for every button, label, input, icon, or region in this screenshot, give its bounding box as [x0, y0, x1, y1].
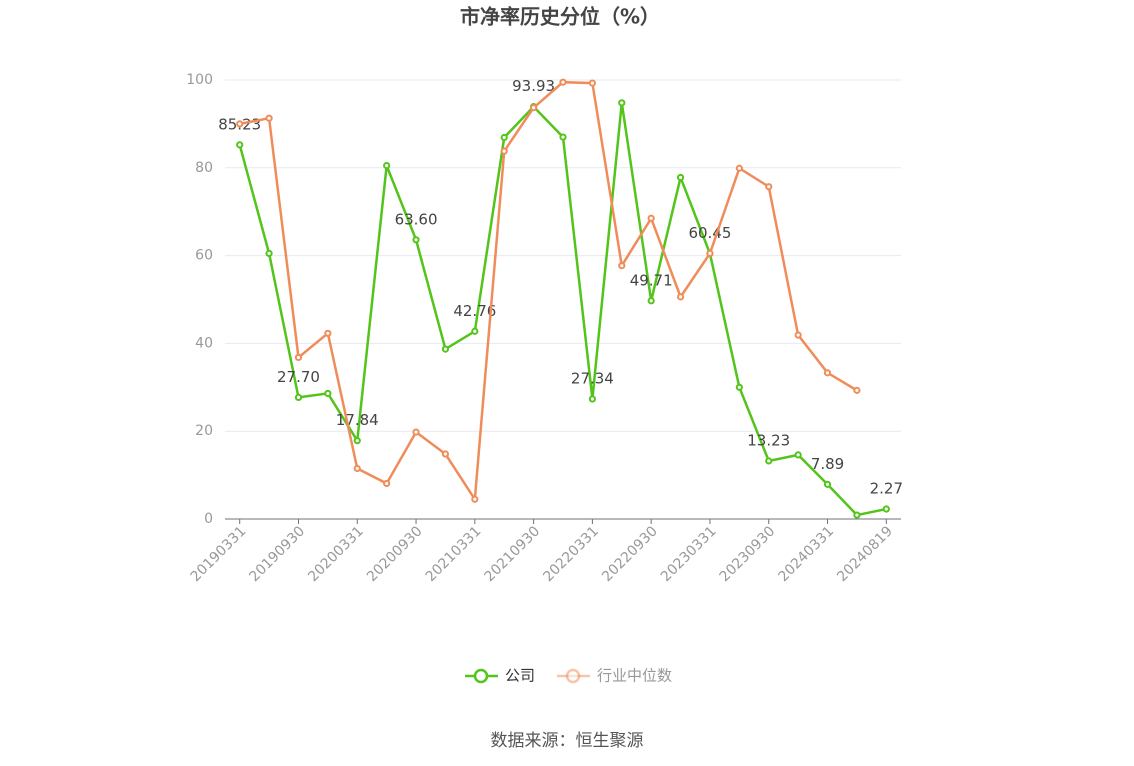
x-tick-label: 20230930: [717, 523, 779, 585]
point: [412, 428, 420, 436]
point: [794, 331, 802, 339]
point: [676, 293, 685, 301]
data-label: 42.76: [453, 302, 496, 320]
series-line: [238, 102, 887, 517]
y-tick-label: 60: [195, 248, 213, 264]
data-label: 13.23: [747, 431, 790, 449]
point: [471, 495, 479, 503]
point: [559, 78, 567, 86]
point: [765, 183, 773, 191]
x-tick-label: 20190331: [188, 523, 250, 585]
point: [588, 79, 596, 87]
point: [265, 114, 273, 122]
data-label: 49.71: [630, 271, 673, 289]
data-label: 27.34: [571, 369, 614, 387]
x-tick-label: 20190930: [246, 523, 308, 585]
point: [353, 437, 361, 445]
x-tick-label: 20230331: [658, 523, 720, 585]
point: [500, 133, 508, 142]
y-tick-label: 80: [195, 160, 213, 176]
point: [265, 249, 273, 258]
point: [471, 327, 479, 335]
y-tick-label: 100: [186, 72, 213, 88]
point: [647, 214, 655, 222]
point: [353, 464, 361, 473]
point: [618, 99, 626, 107]
data-label: 2.27: [870, 480, 903, 498]
legend-label: 公司: [505, 667, 535, 685]
series-line: [239, 80, 858, 503]
point: [530, 104, 538, 112]
legend-label: 行业中位数: [597, 667, 672, 685]
y-tick-label: 40: [195, 335, 213, 351]
data-label: 93.93: [512, 77, 555, 95]
point: [294, 353, 303, 362]
chart-title: 市净率历史分位（%）: [460, 5, 660, 29]
legend-marker: [473, 668, 489, 684]
point: [383, 479, 391, 488]
point: [324, 389, 332, 398]
point: [706, 249, 714, 258]
x-tick-label: 20200930: [364, 523, 426, 585]
x-tick-label: 20220331: [540, 523, 602, 585]
point: [441, 345, 450, 353]
point: [236, 120, 244, 128]
point: [588, 395, 596, 403]
data-label: 17.84: [336, 411, 379, 429]
point: [676, 173, 685, 182]
x-tick-label: 20210331: [423, 523, 485, 585]
point: [823, 480, 832, 488]
y-tick-label: 20: [195, 423, 213, 439]
point: [441, 450, 450, 458]
point: [236, 141, 244, 149]
point: [324, 329, 332, 337]
x-tick-label: 20210930: [482, 523, 544, 585]
x-tick-label: 20240331: [775, 523, 837, 585]
data-label: 27.70: [277, 368, 320, 386]
point: [823, 369, 832, 377]
legend-marker: [565, 668, 581, 684]
data-label: 7.89: [811, 455, 844, 473]
point: [294, 393, 303, 401]
point: [647, 297, 655, 305]
x-tick-label: 20200331: [305, 523, 367, 585]
point: [383, 162, 391, 170]
point: [559, 133, 567, 141]
point: [618, 262, 626, 270]
point: [882, 505, 890, 513]
point: [500, 147, 508, 155]
point: [853, 386, 861, 394]
point: [765, 457, 773, 465]
point: [735, 383, 743, 391]
data-label: 60.45: [688, 224, 731, 242]
point: [853, 511, 861, 519]
source: 数据来源：恒生聚源: [491, 731, 644, 751]
x-tick-label: 20220930: [599, 523, 661, 585]
x-tick-label: 20240819: [834, 523, 896, 585]
data-label: 63.60: [395, 210, 438, 228]
point: [412, 236, 420, 244]
y-tick-label: 0: [204, 511, 213, 527]
point: [794, 451, 802, 459]
point: [735, 164, 743, 172]
